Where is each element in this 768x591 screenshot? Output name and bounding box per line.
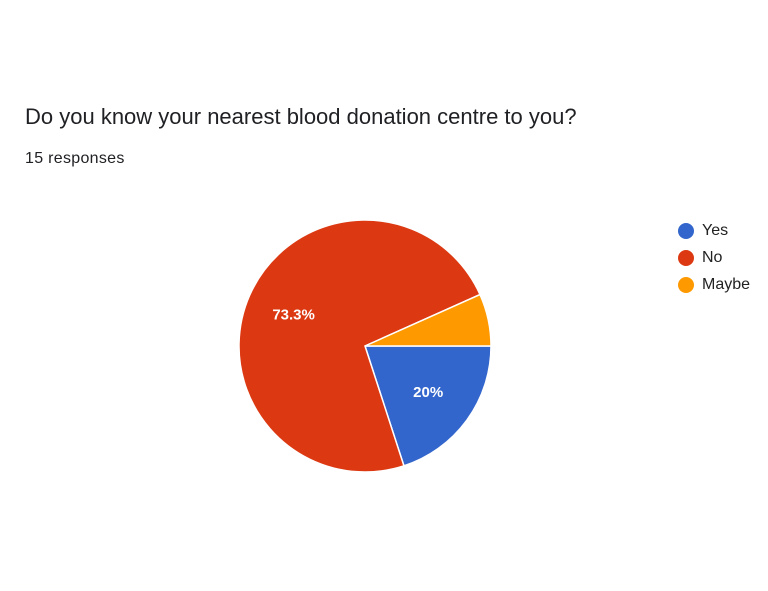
response-count: 15 responses bbox=[25, 150, 125, 167]
legend-swatch-no bbox=[678, 249, 694, 266]
legend-item-maybe: Maybe bbox=[678, 271, 750, 298]
pie-slice-no bbox=[238, 219, 481, 473]
pie-label-no: 73.3% bbox=[272, 306, 315, 323]
chart-legend: Yes No Maybe bbox=[678, 217, 750, 298]
pie-slice-yes bbox=[363, 345, 492, 467]
legend-item-yes: Yes bbox=[678, 217, 750, 244]
question-title: Do you know your nearest blood donation … bbox=[25, 104, 577, 129]
legend-label-maybe: Maybe bbox=[702, 275, 751, 293]
legend-item-no: No bbox=[678, 244, 750, 271]
pie-label-yes: 20% bbox=[413, 384, 443, 401]
legend-label-no: No bbox=[702, 248, 723, 266]
legend-swatch-yes bbox=[678, 222, 694, 239]
pie-slice-maybe bbox=[364, 293, 492, 347]
legend-swatch-maybe bbox=[678, 276, 694, 293]
legend-label-yes: Yes bbox=[702, 221, 729, 239]
